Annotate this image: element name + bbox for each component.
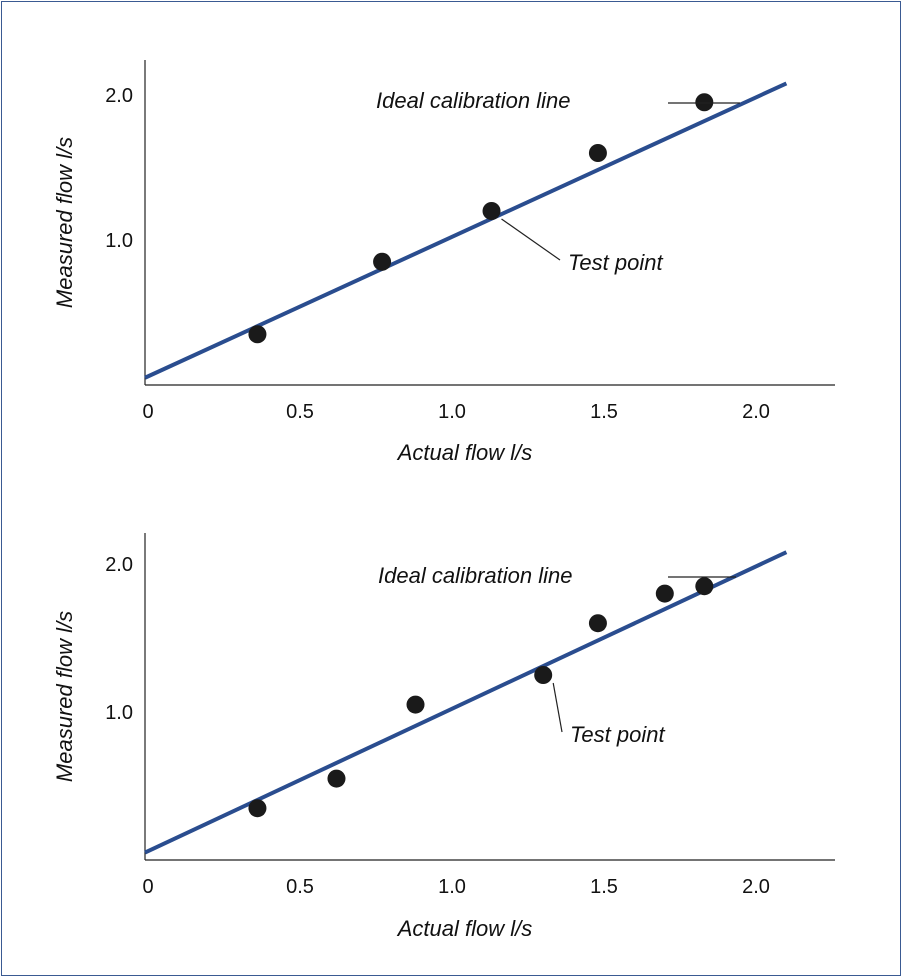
data-point <box>695 577 714 596</box>
y-axis-title: Measured flow l/s <box>52 611 77 782</box>
y-axis-title: Measured flow l/s <box>52 137 77 308</box>
x-tick-label: 1.0 <box>438 876 466 898</box>
data-point <box>248 325 267 344</box>
data-point <box>588 144 607 162</box>
x-axis-title: Actual flow l/s <box>396 440 533 465</box>
data-point <box>655 584 674 603</box>
data-point <box>327 769 346 788</box>
y-tick-label: 2.0 <box>105 85 133 107</box>
x-tick-label: 2.0 <box>742 876 770 898</box>
data-point <box>534 666 553 684</box>
x-tick-label: 0 <box>142 401 153 423</box>
chart-2: 0 0.5 1.0 1.5 2.0 1.0 2.0 Actual flow l/s Measur… <box>52 533 835 941</box>
y-tick-label: 1.0 <box>105 702 133 724</box>
test-point-leader <box>501 218 561 261</box>
test-point-leader <box>552 682 563 733</box>
x-tick-label: 1.5 <box>590 401 618 423</box>
ideal-line-label: Ideal calibration line <box>378 563 572 588</box>
data-point <box>482 202 501 220</box>
data-point <box>695 93 714 112</box>
chart-1: 0 0.5 1.0 1.5 2.0 1.0 2.0 Actual flow l/s Measur… <box>52 60 835 465</box>
x-axis-title: Actual flow l/s <box>396 916 533 941</box>
ideal-calibration-line <box>144 81 788 380</box>
data-point <box>588 614 607 633</box>
data-point <box>406 695 425 714</box>
x-tick-label: 2.0 <box>742 401 770 423</box>
test-point-label: Test point <box>570 722 665 747</box>
x-tick-label: 0.5 <box>286 401 314 423</box>
x-tick-label: 0.5 <box>286 876 314 898</box>
x-tick-label: 0 <box>142 876 153 898</box>
x-tick-label: 1.5 <box>590 876 618 898</box>
y-tick-label: 1.0 <box>105 230 133 252</box>
ideal-calibration-line <box>144 550 788 855</box>
data-point <box>373 252 392 271</box>
data-point <box>248 799 267 818</box>
y-tick-label: 2.0 <box>105 554 133 576</box>
x-tick-label: 1.0 <box>438 401 466 423</box>
test-point-label: Test point <box>568 250 663 275</box>
ideal-line-label: Ideal calibration line <box>376 88 570 113</box>
